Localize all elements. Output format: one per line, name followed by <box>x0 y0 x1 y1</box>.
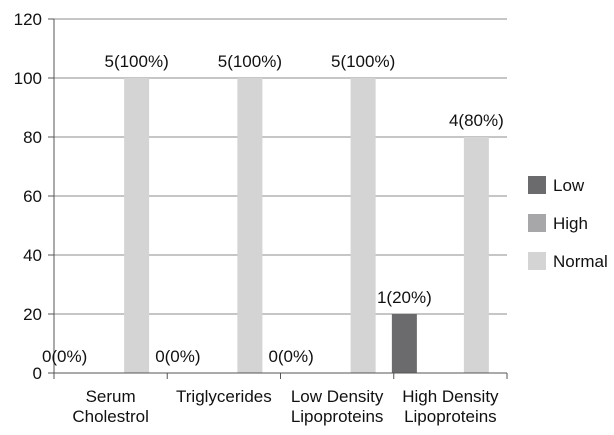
axes: 0 20 40 60 80 100 120 Serum Cholestrol Triglyceri… <box>14 10 508 426</box>
y-tick-label: 40 <box>23 246 42 265</box>
legend-swatch-high <box>528 214 546 232</box>
y-tick-label: 20 <box>23 305 42 324</box>
data-label: 1(20%) <box>377 288 432 307</box>
bars <box>124 78 489 373</box>
x-category-label: High Density Lipoproteins <box>402 387 499 426</box>
x-category-label: Low Density Lipoproteins <box>291 387 384 426</box>
y-tick-label: 80 <box>23 128 42 147</box>
data-labels: 0(0%) 5(100%) 0(0%) 5(100%) 0(0%) 5(100%) 1(20… <box>42 52 504 366</box>
data-label: 5(100%) <box>218 52 282 71</box>
data-label: 0(0%) <box>42 347 87 366</box>
x-category-label: Serum Cholestrol <box>72 387 149 426</box>
y-tick-label: 120 <box>14 10 42 29</box>
y-tick-label: 0 <box>33 364 42 383</box>
x-category-label: Triglycerides <box>176 387 272 406</box>
y-tick-label: 60 <box>23 187 42 206</box>
legend-label-high: High <box>553 214 588 233</box>
data-label: 5(100%) <box>104 52 168 71</box>
data-label: 4(80%) <box>449 111 504 130</box>
legend-swatch-low <box>528 176 546 194</box>
legend: Low High Normal <box>528 176 608 271</box>
bar-low <box>391 314 417 373</box>
legend-swatch-normal <box>528 252 546 270</box>
legend-label-normal: Normal <box>553 252 608 271</box>
data-label: 5(100%) <box>331 52 395 71</box>
bar-normal <box>350 78 376 373</box>
bar-normal <box>463 137 489 373</box>
y-tick-label: 100 <box>14 69 42 88</box>
data-label: 0(0%) <box>268 347 313 366</box>
bar-normal <box>124 78 150 373</box>
bar-normal <box>237 78 263 373</box>
data-label: 0(0%) <box>155 347 200 366</box>
legend-label-low: Low <box>553 176 585 195</box>
